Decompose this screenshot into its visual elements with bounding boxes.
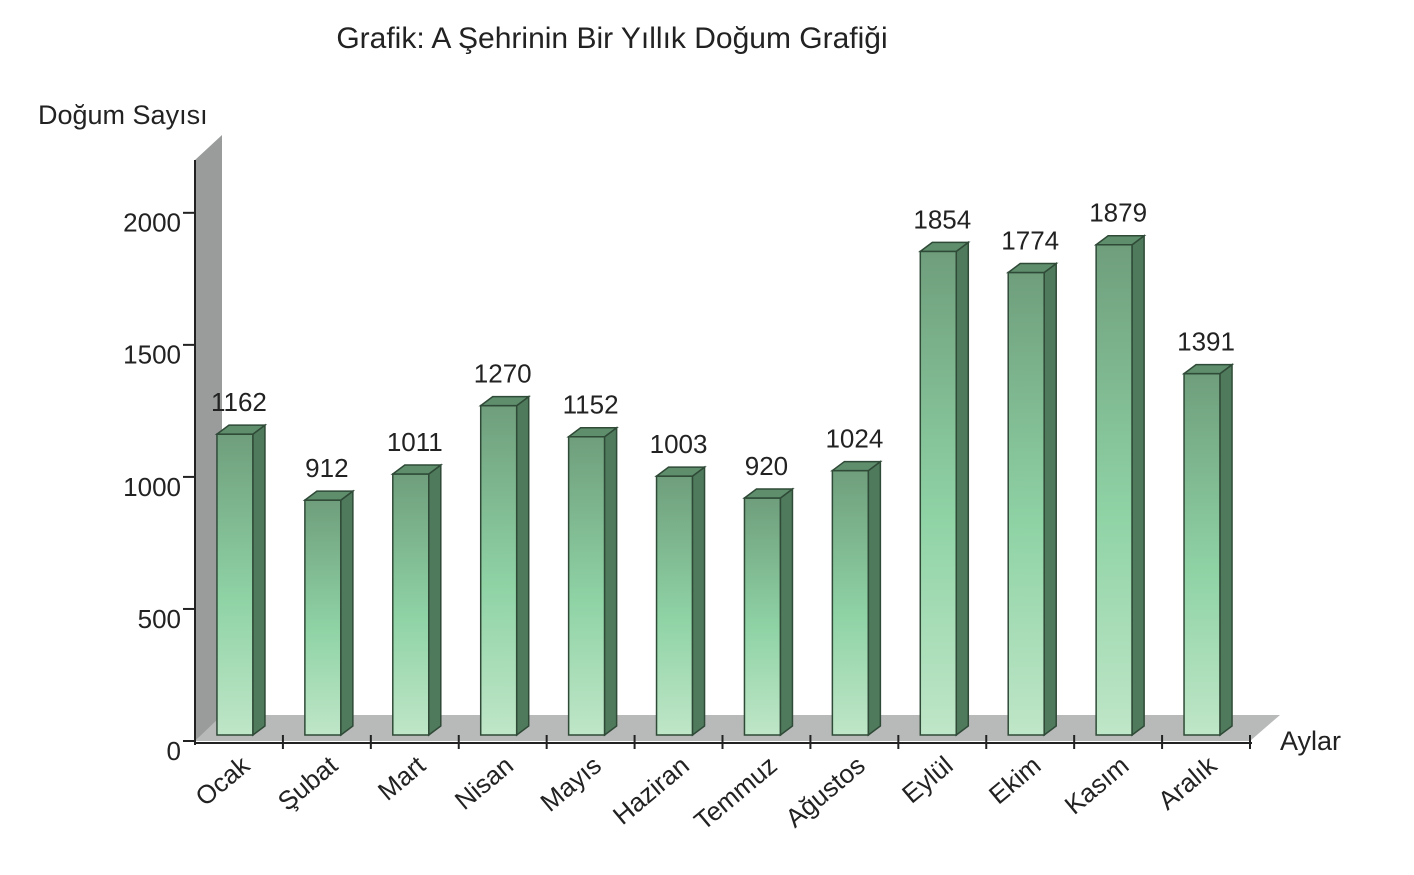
- bar-front: [304, 499, 342, 736]
- bar-front: [216, 433, 254, 736]
- value-label: 920: [745, 451, 788, 481]
- bar-top: [1181, 363, 1235, 375]
- chart-title: Grafik: A Şehrinin Bir Yıllık Doğum Graf…: [336, 22, 887, 55]
- bar-front: [392, 473, 430, 736]
- bar-side: [340, 489, 354, 737]
- bar-front: [1095, 244, 1133, 736]
- y-tick-label: 0: [167, 736, 181, 766]
- value-label: 1879: [1089, 198, 1147, 228]
- y-tick-label: 1000: [123, 472, 181, 502]
- bar-front: [567, 436, 606, 736]
- bar-front: [831, 469, 870, 736]
- x-tick-label: Ocak: [189, 749, 256, 812]
- value-label: 1162: [211, 387, 267, 417]
- value-label: 1024: [825, 423, 883, 453]
- bar-side: [1131, 234, 1145, 737]
- bar-top: [214, 424, 268, 435]
- bar-side: [1219, 363, 1233, 737]
- bar-side: [779, 487, 794, 737]
- x-tick-label: Aralık: [1152, 749, 1223, 815]
- bar-top: [390, 464, 444, 475]
- x-tick-label: Mart: [372, 749, 432, 806]
- x-tick-label: Eylül: [896, 750, 958, 809]
- y-axis-label: Doğum Sayısı: [38, 100, 208, 130]
- x-axis-label: Aylar: [1280, 726, 1341, 756]
- bar-side: [428, 463, 442, 737]
- bar-side: [603, 426, 618, 737]
- bar-top: [918, 241, 971, 253]
- bar-top: [302, 490, 356, 501]
- bar-front: [743, 497, 782, 736]
- x-tick-label: Mayıs: [534, 750, 606, 818]
- bar-front: [919, 250, 958, 736]
- bar-side: [691, 465, 706, 737]
- bar-side: [867, 460, 882, 737]
- bar-front: [1007, 271, 1045, 736]
- value-label: 1391: [1177, 327, 1235, 357]
- value-label: 1152: [563, 390, 619, 420]
- value-label: 1270: [474, 358, 532, 388]
- x-tick-label: Temmuz: [688, 750, 783, 836]
- back-wall: [195, 135, 222, 741]
- bar-front: [655, 475, 694, 736]
- bar-top: [654, 466, 707, 477]
- bar-top: [830, 460, 883, 472]
- value-label: 1854: [913, 204, 971, 234]
- bar-top: [742, 488, 795, 499]
- value-label: 912: [305, 453, 348, 483]
- x-tick-label: Ağustos: [779, 750, 870, 833]
- value-label: 1774: [1001, 225, 1059, 255]
- bar-top: [478, 395, 531, 407]
- bar-side: [1043, 262, 1057, 737]
- y-tick-label: 2000: [123, 208, 181, 238]
- x-tick-label: Şubat: [272, 749, 344, 816]
- x-tick-label: Nisan: [449, 750, 519, 816]
- bar-side: [955, 240, 970, 737]
- bar-side: [515, 395, 530, 737]
- y-tick-label: 1500: [123, 340, 181, 370]
- y-tick-label: 500: [138, 604, 181, 634]
- bar-front: [479, 404, 518, 736]
- bar-front: [1183, 372, 1221, 736]
- value-label: 1003: [650, 429, 708, 459]
- bar-top: [1005, 262, 1059, 274]
- x-tick-label: Haziran: [607, 750, 695, 831]
- value-label: 1011: [387, 427, 443, 457]
- bar-top: [1093, 235, 1147, 246]
- bar-top: [566, 427, 619, 438]
- bar-side: [252, 423, 266, 737]
- x-tick-label: Kasım: [1059, 750, 1135, 820]
- x-tick-label: Ekim: [983, 750, 1047, 810]
